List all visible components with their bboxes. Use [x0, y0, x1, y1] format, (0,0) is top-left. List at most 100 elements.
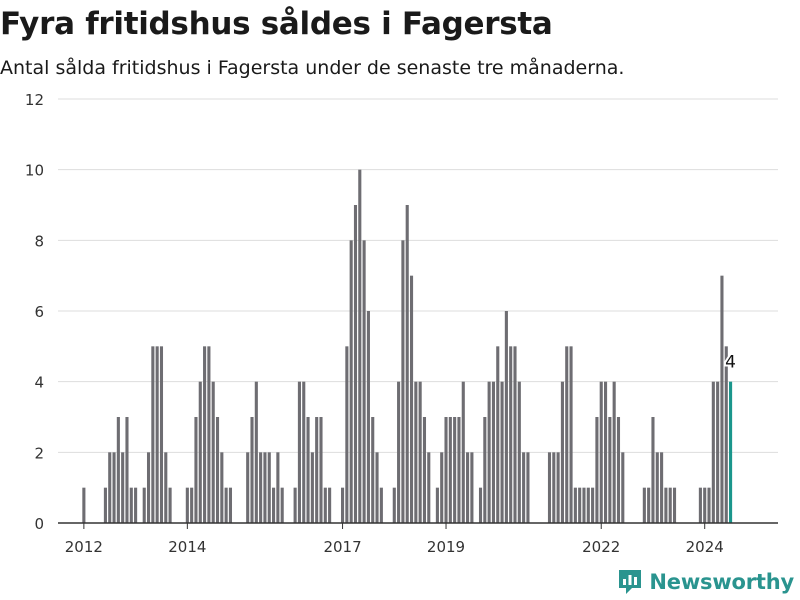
- y-tick-label: 4: [34, 374, 44, 392]
- bar: [207, 346, 211, 523]
- bar: [517, 381, 521, 523]
- x-tick-label: 2019: [427, 538, 465, 556]
- newsworthy-logo: Newsworthy: [617, 568, 794, 596]
- bar: [642, 487, 646, 523]
- bar: [203, 346, 207, 523]
- bar: [151, 346, 155, 523]
- bar: [504, 311, 508, 523]
- bar: [168, 487, 172, 523]
- bar: [711, 381, 715, 523]
- data-label: 4: [725, 353, 736, 373]
- bar: [254, 381, 258, 523]
- bar: [513, 346, 517, 523]
- bar: [379, 487, 383, 523]
- x-tick-label: 2012: [65, 538, 103, 556]
- bar: [103, 487, 107, 523]
- bar: [185, 487, 189, 523]
- bar: [129, 487, 133, 523]
- bar: [349, 240, 353, 524]
- bar: [595, 417, 599, 523]
- bar: [483, 417, 487, 523]
- bar: [470, 452, 474, 523]
- bar: [491, 381, 496, 523]
- bar: [319, 417, 323, 523]
- bar: [116, 417, 120, 523]
- bar: [146, 452, 151, 523]
- bar: [552, 452, 556, 523]
- bar: [293, 487, 297, 523]
- bar: [397, 381, 401, 523]
- x-tick-label: 2024: [686, 538, 724, 556]
- bar: [448, 417, 452, 523]
- bar: [487, 381, 491, 523]
- bar: [466, 452, 470, 523]
- bar: [457, 417, 461, 523]
- x-tick-label: 2017: [323, 538, 361, 556]
- bar: [509, 346, 513, 523]
- bar: [194, 417, 198, 523]
- bar: [461, 381, 465, 523]
- y-tick-label: 6: [34, 303, 44, 321]
- y-tick-label: 10: [25, 162, 44, 180]
- bar: [664, 487, 668, 523]
- bar: [267, 452, 271, 523]
- bar: [547, 452, 552, 523]
- bar: [608, 417, 612, 523]
- bar: [211, 381, 215, 523]
- bar: [573, 487, 577, 523]
- newsworthy-logo-icon: [619, 570, 642, 594]
- bar: [453, 417, 457, 523]
- x-tick-label: 2022: [582, 538, 620, 556]
- y-tick-label: 12: [25, 91, 44, 109]
- bar: [224, 487, 228, 523]
- bar: [125, 417, 129, 523]
- bar: [668, 487, 672, 523]
- bar: [142, 487, 146, 523]
- bar: [560, 381, 564, 523]
- bar: [366, 311, 370, 523]
- bar: [259, 452, 263, 523]
- bar: [302, 381, 306, 523]
- bar: [250, 417, 254, 523]
- bar: [703, 487, 707, 523]
- bar: [392, 487, 396, 523]
- bar: [401, 240, 405, 524]
- bar: [220, 452, 224, 523]
- bar: [427, 452, 431, 523]
- bar: [586, 487, 590, 523]
- bar: [297, 381, 301, 523]
- bar: [121, 452, 125, 523]
- bar: [190, 487, 194, 523]
- bar: [418, 381, 422, 523]
- bar: [651, 417, 655, 523]
- bar: [440, 452, 444, 523]
- bar: [272, 487, 276, 523]
- bar: [496, 346, 500, 523]
- bar: [108, 452, 112, 523]
- bar: [591, 487, 595, 523]
- bar: [198, 381, 202, 523]
- bar: [215, 417, 220, 523]
- bar: [409, 275, 414, 523]
- bar: [621, 452, 625, 523]
- bar: [660, 452, 664, 523]
- bar: [672, 487, 677, 523]
- bar: [164, 452, 168, 523]
- bar: [526, 452, 530, 523]
- bar: [582, 487, 586, 523]
- bar: [134, 487, 138, 523]
- bar: [647, 487, 651, 523]
- bar: [724, 346, 728, 523]
- bar: [478, 487, 483, 523]
- bar: [707, 487, 711, 523]
- bar: [246, 452, 250, 523]
- bar: [306, 417, 310, 523]
- bar: [603, 381, 608, 523]
- bar: [716, 381, 720, 523]
- chart-title: Fyra fritidshus såldes i Fagersta: [0, 6, 553, 42]
- bar: [159, 346, 164, 523]
- bar: [315, 417, 319, 523]
- bar: [556, 452, 560, 523]
- y-tick-label: 0: [34, 515, 44, 533]
